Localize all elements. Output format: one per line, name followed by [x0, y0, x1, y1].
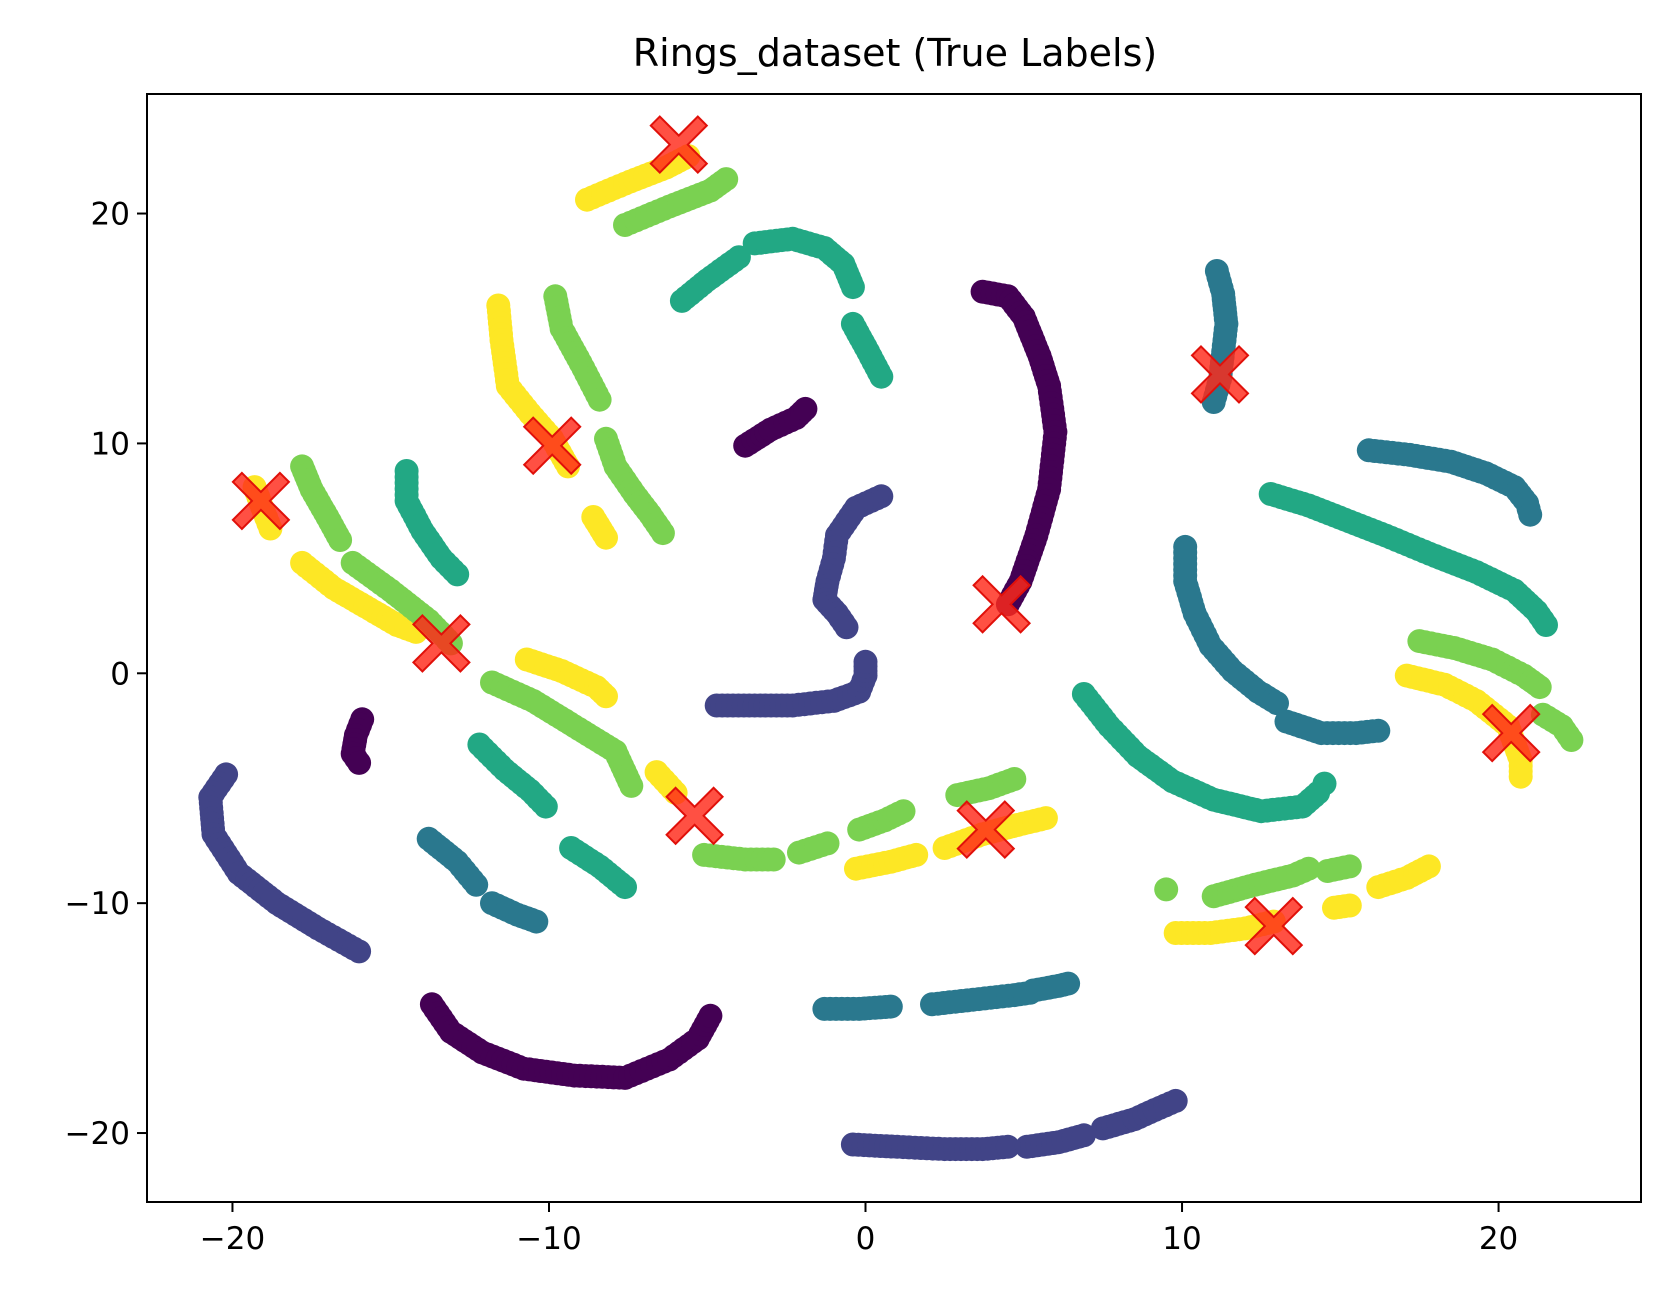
y-axis: −20 −10 0 10 20: [65, 197, 147, 1152]
data-point: [1154, 877, 1179, 902]
cluster-center-marker: [1244, 896, 1304, 956]
cluster-center-marker: [231, 471, 291, 531]
data-point: [1366, 718, 1391, 743]
data-point: [347, 750, 372, 775]
data-point: [1508, 764, 1533, 789]
data-point: [698, 1003, 723, 1028]
data-point: [613, 875, 637, 900]
data-point: [650, 521, 675, 546]
data-point: [1518, 502, 1543, 527]
data-point: [891, 799, 916, 824]
data-point: [853, 649, 878, 674]
data-point: [1534, 613, 1558, 637]
data-point: [587, 387, 612, 412]
data-point: [1416, 854, 1441, 879]
data-point: [793, 396, 818, 421]
plot-frame: [146, 93, 1642, 1203]
data-point: [834, 615, 859, 640]
data-point: [1002, 767, 1027, 791]
data-point: [869, 364, 894, 389]
data-point: [1071, 1123, 1096, 1148]
data-point: [524, 909, 549, 934]
data-point: [995, 1134, 1020, 1159]
plot-area: [198, 115, 1584, 1162]
data-point: [1527, 675, 1552, 700]
y-tick-label: 20: [91, 197, 130, 233]
data-point: [594, 684, 618, 709]
data-point: [347, 939, 372, 964]
data-point: [1337, 854, 1362, 879]
x-tick-label: −10: [516, 1221, 581, 1257]
data-point: [594, 525, 618, 550]
x-axis: −20 −10 0 10 20: [200, 1202, 1518, 1257]
cluster-center-marker: [1190, 344, 1250, 404]
data-point: [1559, 728, 1584, 752]
data-point: [1056, 971, 1081, 996]
y-tick-label: −20: [65, 1116, 130, 1152]
cluster-center-marker: [649, 115, 709, 175]
data-point: [619, 773, 644, 798]
data-point: [840, 275, 865, 300]
x-tick-label: 20: [1479, 1221, 1518, 1257]
data-point: [1312, 771, 1337, 796]
cluster-center-marker: [1481, 703, 1541, 763]
y-tick-label: −10: [65, 886, 130, 922]
data-point: [726, 245, 751, 270]
data-point: [878, 994, 903, 1019]
chart-title: Rings_dataset (True Labels): [633, 31, 1157, 75]
cluster-center-marker: [665, 786, 725, 846]
data-point: [761, 847, 786, 872]
data-point: [1163, 1088, 1188, 1113]
cluster-center-markers: [231, 115, 1541, 956]
data-point: [904, 842, 929, 867]
data-point: [1322, 895, 1346, 920]
y-tick-label: 10: [91, 426, 130, 462]
cluster-center-marker: [522, 416, 582, 476]
data-point: [1265, 691, 1289, 716]
data-point: [714, 167, 739, 192]
data-point: [815, 831, 840, 856]
data-point: [328, 528, 353, 552]
cluster-center-marker: [972, 574, 1032, 634]
x-tick-label: 0: [856, 1221, 876, 1257]
x-tick-label: −20: [200, 1221, 265, 1257]
data-point: [1033, 806, 1058, 831]
data-point: [1296, 856, 1321, 881]
cluster-center-marker: [411, 613, 471, 673]
scatter-points: [198, 144, 1584, 1162]
cluster-center-marker: [956, 800, 1016, 860]
data-point: [464, 872, 489, 897]
data-point: [445, 562, 470, 587]
data-point: [533, 794, 558, 819]
y-tick-label: 0: [110, 656, 130, 692]
x-tick-label: 10: [1162, 1221, 1201, 1257]
